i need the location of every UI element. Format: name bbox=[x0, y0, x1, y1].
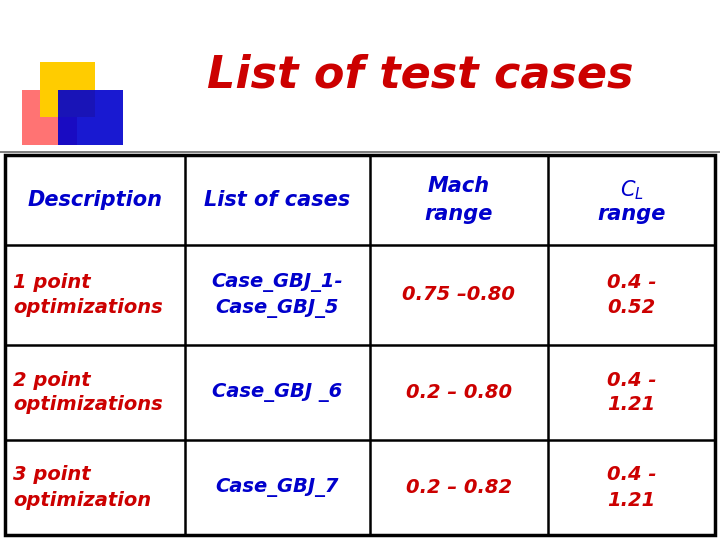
Bar bbox=[5, 155, 715, 535]
Text: 0.4 -
1.21: 0.4 - 1.21 bbox=[607, 465, 656, 510]
Bar bbox=[5, 155, 715, 535]
Text: Description: Description bbox=[27, 190, 163, 210]
Text: List of test cases: List of test cases bbox=[207, 53, 634, 97]
Bar bbox=[22, 90, 77, 145]
Text: 3 point
optimization: 3 point optimization bbox=[13, 465, 151, 510]
Text: 0.75 –0.80: 0.75 –0.80 bbox=[402, 286, 516, 305]
Bar bbox=[58, 90, 123, 145]
Text: Case_GBJ_1-
Case_GBJ_5: Case_GBJ_1- Case_GBJ_5 bbox=[212, 273, 343, 318]
Bar bbox=[40, 62, 95, 117]
Text: $\mathit{C}_{\mathit{L}}$: $\mathit{C}_{\mathit{L}}$ bbox=[620, 178, 644, 202]
Text: 0.2 – 0.80: 0.2 – 0.80 bbox=[406, 383, 512, 402]
Text: 1 point
optimizations: 1 point optimizations bbox=[13, 273, 163, 317]
Text: Case_GBJ _6: Case_GBJ _6 bbox=[212, 383, 343, 402]
Text: range: range bbox=[598, 204, 666, 224]
Text: Case_GBJ_7: Case_GBJ_7 bbox=[216, 478, 339, 497]
Text: 0.2 – 0.82: 0.2 – 0.82 bbox=[406, 478, 512, 497]
Text: List of cases: List of cases bbox=[204, 190, 351, 210]
Text: Mach
range: Mach range bbox=[425, 176, 493, 224]
Text: 0.4 -
0.52: 0.4 - 0.52 bbox=[607, 273, 656, 317]
Text: 2 point
optimizations: 2 point optimizations bbox=[13, 370, 163, 415]
Text: 0.4 -
1.21: 0.4 - 1.21 bbox=[607, 370, 656, 415]
